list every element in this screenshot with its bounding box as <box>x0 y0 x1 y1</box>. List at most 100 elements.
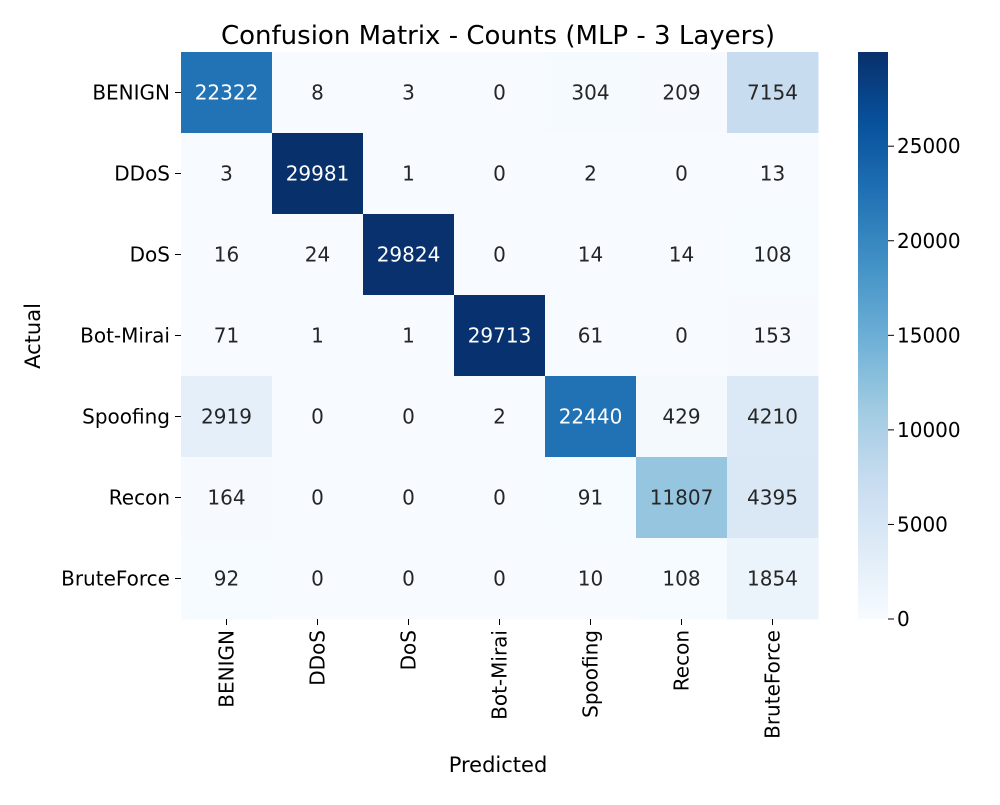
cell-value-label: 22440 <box>559 405 623 429</box>
heatmap-cell <box>181 214 273 296</box>
heatmap-cell <box>181 295 273 377</box>
cell-value-label: 108 <box>753 243 791 267</box>
heatmap-cell <box>272 52 364 134</box>
heatmap-cell <box>545 295 637 377</box>
cell-value-label: 29824 <box>377 243 441 267</box>
heatmap-cell <box>454 538 546 620</box>
heatmap-cell <box>181 457 273 539</box>
col-tick-label: BruteForce <box>761 630 785 739</box>
heatmap-cell <box>363 295 455 377</box>
heatmap-cell <box>454 133 546 215</box>
x-axis-label: Predicted <box>449 753 548 777</box>
row-tick-label: DoS <box>130 243 170 267</box>
cell-value-label: 0 <box>311 405 324 429</box>
cell-value-label: 2919 <box>201 405 252 429</box>
col-tick-label: Bot-Mirai <box>488 630 512 720</box>
heatmap-cell <box>272 376 364 458</box>
colorbar-tick-label: 5000 <box>897 512 948 536</box>
heatmap-cell <box>272 457 364 539</box>
heatmap-cell <box>181 52 273 134</box>
cell-value-label: 14 <box>578 243 603 267</box>
cell-value-label: 0 <box>493 243 506 267</box>
cell-value-label: 0 <box>675 162 688 186</box>
cell-value-label: 0 <box>493 81 506 105</box>
heatmap-cells <box>181 52 819 620</box>
cell-value-label: 22322 <box>195 81 259 105</box>
cell-value-label: 304 <box>571 81 609 105</box>
cell-value-label: 0 <box>493 567 506 591</box>
heatmap-cell <box>545 133 637 215</box>
cell-value-label: 29981 <box>286 162 350 186</box>
cell-value-label: 3 <box>402 81 415 105</box>
heatmap-cell <box>454 376 546 458</box>
cell-value-label: 1 <box>311 324 324 348</box>
cell-value-label: 14 <box>669 243 694 267</box>
cell-value-label: 71 <box>214 324 239 348</box>
heatmap-cell <box>272 133 364 215</box>
chart-title: Confusion Matrix - Counts (MLP - 3 Layer… <box>221 21 775 51</box>
cell-value-label: 7154 <box>747 81 798 105</box>
row-tick-label: Recon <box>109 486 170 510</box>
col-tick-label: Recon <box>670 630 694 691</box>
heatmap-cell <box>272 538 364 620</box>
heatmap-cell <box>636 52 728 134</box>
colorbar-tick-label: 10000 <box>897 418 961 442</box>
cell-value-label: 61 <box>578 324 603 348</box>
cell-value-label: 1 <box>402 162 415 186</box>
heatmap-cell <box>636 214 728 296</box>
row-tick-label: DDoS <box>114 162 170 186</box>
row-tick-label: BruteForce <box>61 567 170 591</box>
col-tick-label: Spoofing <box>579 630 603 718</box>
cell-value-label: 92 <box>214 567 239 591</box>
cell-value-label: 10 <box>578 567 603 591</box>
cell-value-label: 153 <box>753 324 791 348</box>
cell-value-label: 29713 <box>468 324 532 348</box>
row-tick-label: BENIGN <box>92 81 170 105</box>
heatmap-cell <box>545 538 637 620</box>
cell-value-label: 16 <box>214 243 239 267</box>
cell-value-label: 108 <box>662 567 700 591</box>
heatmap-cell <box>545 214 637 296</box>
heatmap-cell <box>363 376 455 458</box>
row-tick-labels: BENIGN DDoS DoS Bot-Mirai Spoofing Recon Brute… <box>61 81 181 591</box>
heatmap-cell <box>454 52 546 134</box>
cell-value-label: 164 <box>207 486 245 510</box>
cell-value-label: 0 <box>402 486 415 510</box>
heatmap-cell <box>181 376 273 458</box>
cell-value-label: 91 <box>578 486 603 510</box>
heatmap-cell <box>727 376 819 458</box>
cell-value-label: 2 <box>584 162 597 186</box>
heatmap-cell <box>545 52 637 134</box>
colorbar-tick-label: 15000 <box>897 323 961 347</box>
cell-value-label: 0 <box>493 162 506 186</box>
cell-value-label: 0 <box>402 567 415 591</box>
colorbar <box>858 52 888 619</box>
colorbar-tick-label: 25000 <box>897 134 961 158</box>
cell-value-label: 4210 <box>747 405 798 429</box>
colorbar-tick-label: 0 <box>897 607 910 631</box>
row-tick-label: Spoofing <box>82 405 170 429</box>
heatmap-cell <box>363 214 455 296</box>
col-tick-labels: BENIGN DDoS DoS Bot-Mirai Spoofing Recon Brute… <box>215 619 785 739</box>
heatmap-cell <box>727 295 819 377</box>
heatmap-cell <box>181 538 273 620</box>
heatmap-cell <box>272 295 364 377</box>
heatmap-cell <box>636 538 728 620</box>
cell-value-label: 0 <box>311 567 324 591</box>
colorbar-tick-label: 20000 <box>897 229 961 253</box>
cell-value-label: 24 <box>305 243 330 267</box>
col-tick-label: DoS <box>397 630 421 670</box>
heatmap-cell <box>727 52 819 134</box>
heatmap-cell <box>545 457 637 539</box>
cell-value-label: 13 <box>760 162 785 186</box>
cell-value-label: 209 <box>662 81 700 105</box>
heatmap-cell <box>363 457 455 539</box>
cell-value-label: 0 <box>493 486 506 510</box>
heatmap-cell <box>636 133 728 215</box>
row-tick-label: Bot-Mirai <box>80 324 170 348</box>
cell-value-label: 0 <box>311 486 324 510</box>
cell-value-label: 1 <box>402 324 415 348</box>
heatmap-cell <box>727 214 819 296</box>
